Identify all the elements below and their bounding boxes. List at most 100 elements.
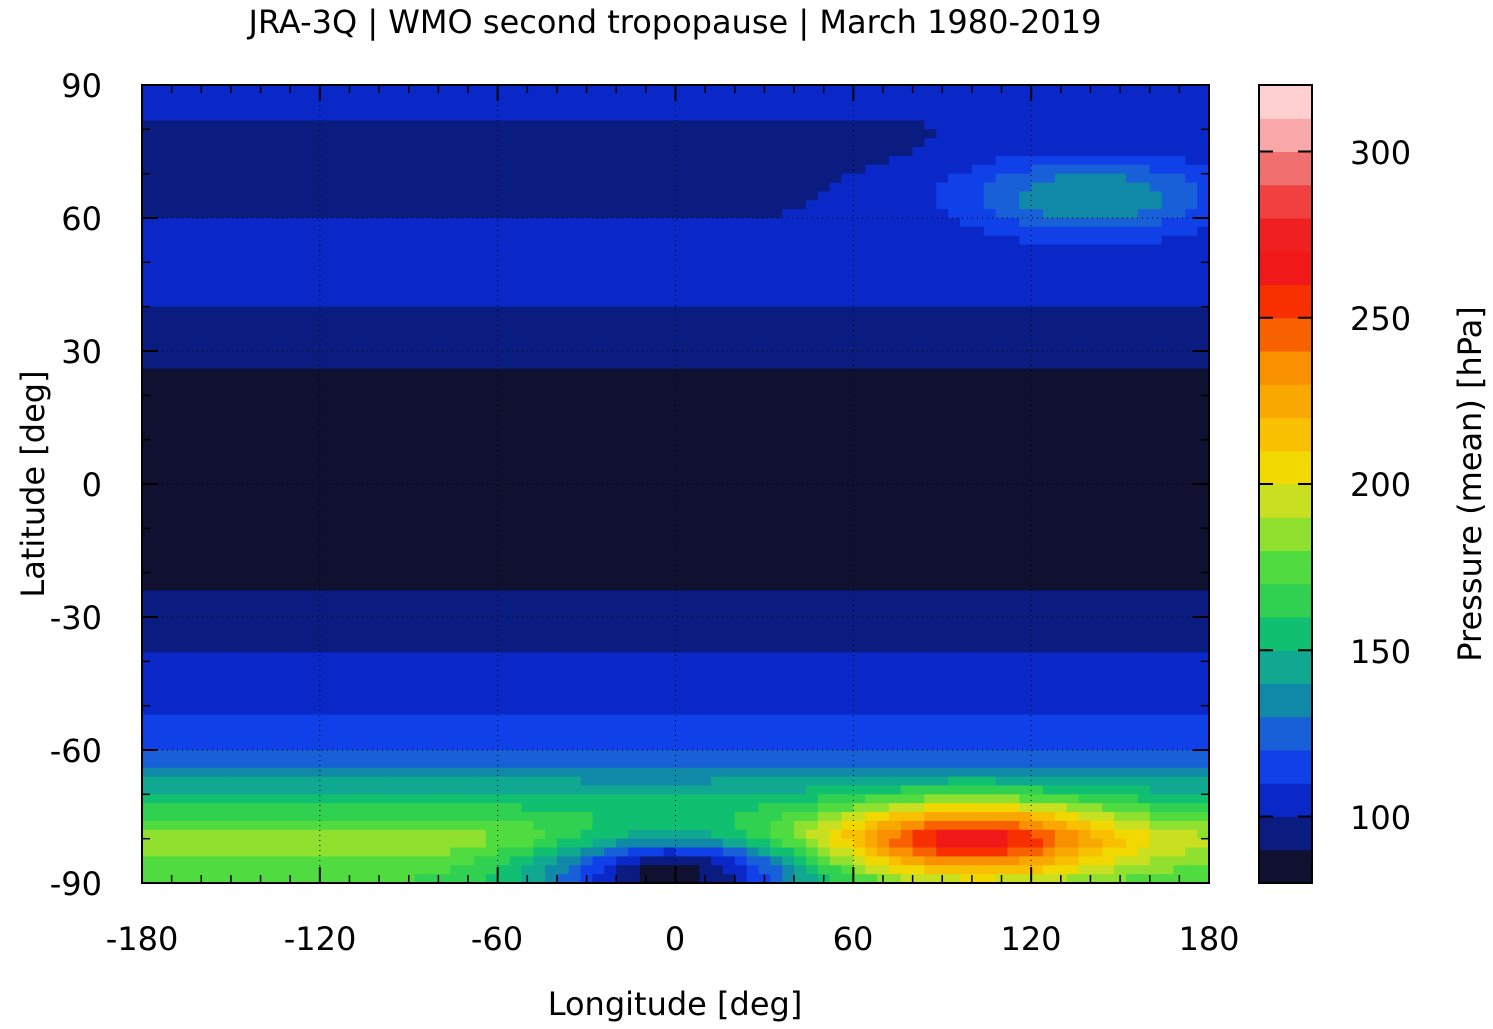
heatmap-cell xyxy=(616,457,629,467)
heatmap-cell xyxy=(995,191,1009,201)
heatmap-cell xyxy=(1173,457,1186,467)
heatmap-cell xyxy=(236,271,250,281)
heatmap-cell xyxy=(426,457,439,467)
heatmap-cell xyxy=(521,484,534,494)
heatmap-cell xyxy=(1126,253,1139,263)
heatmap-cell xyxy=(545,466,558,476)
heatmap-cell xyxy=(971,421,985,432)
heatmap-cell xyxy=(213,244,226,255)
heatmap-cell xyxy=(153,359,167,370)
heatmap-cell xyxy=(319,386,333,396)
heatmap-cell xyxy=(971,155,985,166)
heatmap-cell xyxy=(236,484,250,494)
heatmap-cell xyxy=(651,280,665,290)
heatmap-cell xyxy=(509,182,522,192)
heatmap-cell xyxy=(331,572,345,583)
heatmap-cell xyxy=(1043,554,1056,565)
heatmap-cell xyxy=(390,280,404,290)
heatmap-cell xyxy=(236,572,250,583)
heatmap-cell xyxy=(746,209,760,219)
heatmap-cell xyxy=(924,209,937,219)
heatmap-cell xyxy=(888,138,902,148)
heatmap-cell xyxy=(1126,475,1139,485)
heatmap-cell xyxy=(272,413,285,423)
heatmap-cell xyxy=(1102,386,1115,396)
heatmap-cell xyxy=(521,528,534,538)
heatmap-cell xyxy=(1161,111,1175,122)
heatmap-cell xyxy=(805,484,819,494)
heatmap-cell xyxy=(450,430,463,441)
heatmap-cell xyxy=(722,147,736,157)
heatmap-cell xyxy=(414,218,428,228)
heatmap-cell xyxy=(568,413,582,423)
heatmap-cell xyxy=(746,351,760,361)
heatmap-cell xyxy=(877,377,890,388)
heatmap-cell xyxy=(153,333,167,343)
heatmap-cell xyxy=(1149,226,1163,237)
heatmap-cell xyxy=(971,209,985,219)
heatmap-cell xyxy=(924,182,937,192)
heatmap-cell xyxy=(1114,368,1127,379)
heatmap-cell xyxy=(236,235,250,246)
heatmap-cell xyxy=(1114,226,1127,237)
heatmap-cell xyxy=(213,111,226,122)
heatmap-cell xyxy=(877,528,890,538)
heatmap-cell xyxy=(1007,129,1020,139)
heatmap-cell xyxy=(841,466,854,476)
heatmap-cell xyxy=(224,554,238,565)
heatmap-cell xyxy=(900,448,914,458)
heatmap-cell xyxy=(545,386,558,396)
heatmap-cell xyxy=(853,155,866,166)
heatmap-cell xyxy=(521,421,534,432)
heatmap-cell xyxy=(651,271,665,281)
heatmap-cell xyxy=(616,430,629,441)
heatmap-cell xyxy=(426,235,439,246)
heatmap-cell xyxy=(711,484,724,494)
heatmap-cell xyxy=(746,244,760,255)
heatmap-cell xyxy=(390,430,404,441)
heatmap-cell xyxy=(307,413,321,423)
heatmap-cell xyxy=(865,421,878,432)
heatmap-cell xyxy=(960,404,973,414)
heatmap-cell xyxy=(746,537,760,547)
heatmap-cell xyxy=(1007,537,1020,547)
heatmap-cell xyxy=(224,306,238,317)
heatmap-cell xyxy=(711,519,724,529)
heatmap-cell xyxy=(189,510,202,521)
heatmap-cell xyxy=(296,226,309,237)
heatmap-cell xyxy=(1066,546,1080,556)
heatmap-cell xyxy=(746,413,760,423)
heatmap-cell xyxy=(533,182,546,192)
heatmap-cell xyxy=(628,572,641,583)
heatmap-cell xyxy=(355,413,368,423)
heatmap-cell xyxy=(1007,164,1020,175)
heatmap-cell xyxy=(604,280,617,290)
heatmap-cell xyxy=(924,519,937,529)
heatmap-cell xyxy=(1137,315,1151,325)
heatmap-cell xyxy=(817,200,831,210)
heatmap-cell xyxy=(272,271,285,281)
heatmap-cell xyxy=(473,510,487,521)
heatmap-cell xyxy=(960,306,973,317)
heatmap-cell xyxy=(473,102,487,113)
heatmap-cell xyxy=(319,342,333,352)
heatmap-cell xyxy=(367,537,380,547)
heatmap-cell xyxy=(924,333,937,343)
heatmap-cell xyxy=(343,102,356,113)
heatmap-cell xyxy=(616,563,629,574)
heatmap-cell xyxy=(224,102,238,113)
heatmap-cell xyxy=(829,306,843,317)
heatmap-cell xyxy=(1137,554,1151,565)
heatmap-cell xyxy=(651,510,665,521)
heatmap-cell xyxy=(1090,235,1103,246)
heatmap-cell xyxy=(1126,244,1139,255)
heatmap-cell xyxy=(296,404,309,414)
heatmap-cell xyxy=(390,572,404,583)
heatmap-cell xyxy=(758,430,771,441)
heatmap-cell xyxy=(983,288,997,299)
heatmap-cell xyxy=(402,218,416,228)
heatmap-cell xyxy=(165,102,179,113)
heatmap-cell xyxy=(1161,519,1175,529)
heatmap-cell xyxy=(805,262,819,272)
heatmap-cell xyxy=(260,448,274,458)
